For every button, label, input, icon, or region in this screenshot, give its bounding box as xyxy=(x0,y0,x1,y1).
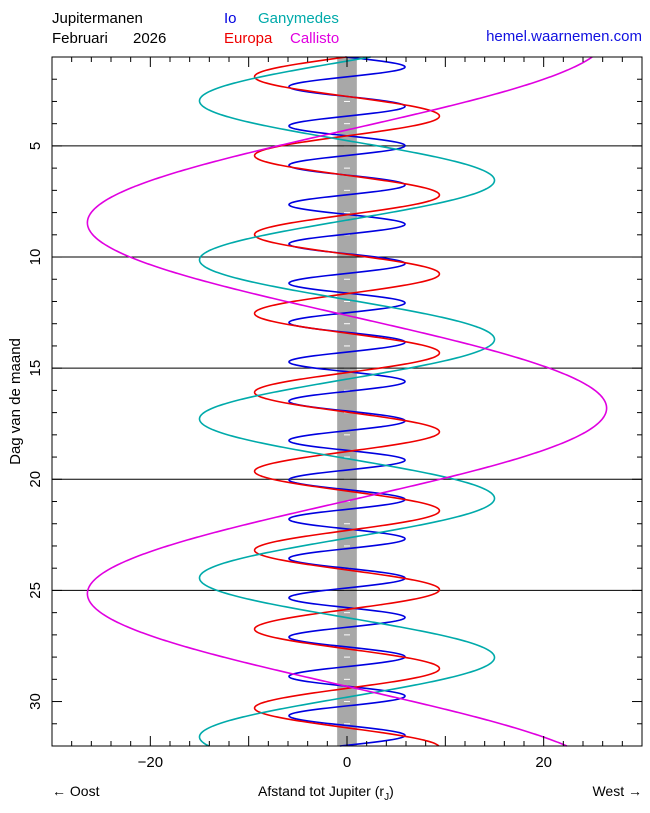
legend-europa: Europa xyxy=(224,30,273,47)
y-tick-label: 10 xyxy=(27,249,44,266)
series-europa xyxy=(253,56,441,747)
x-axis-label: Afstand tot Jupiter (rJ) xyxy=(258,783,394,803)
jupiter-band xyxy=(337,57,357,746)
west-label: West → xyxy=(592,783,642,799)
chart-year: 2026 xyxy=(133,30,167,47)
x-tick-label: −20 xyxy=(138,754,163,771)
site-link[interactable]: hemel.waarnemen.com xyxy=(486,28,642,45)
legend-io: Io xyxy=(224,10,237,27)
y-tick-label: 25 xyxy=(27,582,44,599)
east-label: ← Oost xyxy=(52,783,100,799)
y-tick-label: 5 xyxy=(27,142,44,150)
series-ganymedes xyxy=(198,56,496,747)
y-tick-label: 30 xyxy=(27,693,44,710)
legend-callisto: Callisto xyxy=(290,30,340,47)
x-tick-label: 20 xyxy=(535,754,552,771)
x-tick-label: 0 xyxy=(343,754,351,771)
chart-month: Februari xyxy=(52,30,108,47)
y-axis-label: Dag van de maand xyxy=(7,338,24,465)
chart-title: Jupitermanen xyxy=(52,10,143,27)
y-tick-label: 20 xyxy=(27,471,44,488)
y-tick-label: 15 xyxy=(27,360,44,377)
legend-ganymedes: Ganymedes xyxy=(258,10,339,27)
series-callisto xyxy=(86,56,608,747)
